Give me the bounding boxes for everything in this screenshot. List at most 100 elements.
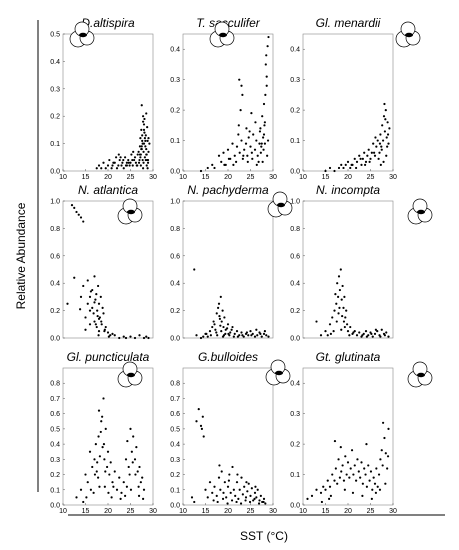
data-point	[211, 325, 214, 329]
data-point	[91, 288, 94, 292]
data-point	[324, 169, 327, 173]
data-point	[138, 334, 141, 337]
data-point	[142, 488, 146, 491]
data-point	[122, 167, 125, 170]
data-point	[124, 336, 128, 340]
data-point	[259, 494, 262, 497]
x-tick-label: 25	[247, 174, 255, 181]
data-point	[333, 309, 336, 312]
data-point	[235, 330, 239, 333]
y-tick-label: 0.3	[50, 457, 60, 464]
data-point	[140, 147, 143, 151]
data-point	[125, 164, 128, 167]
data-point	[328, 323, 332, 326]
data-point	[376, 485, 379, 488]
data-point	[223, 163, 226, 167]
data-point	[143, 137, 146, 140]
data-point	[133, 336, 137, 340]
plot-frame	[62, 367, 154, 506]
data-point	[377, 157, 380, 160]
data-point	[139, 156, 142, 159]
data-point	[145, 335, 148, 338]
data-point	[328, 166, 332, 170]
y-tick-label: 0.5	[50, 32, 60, 39]
panel-title: D.altispira	[81, 16, 135, 30]
scatter-panel: N. pachyderma 0.0 0.2 0.4 0.6 0.8 1.0	[170, 183, 293, 343]
data-point	[206, 166, 209, 170]
data-point	[101, 446, 104, 449]
data-point	[137, 485, 140, 488]
data-point	[112, 485, 115, 488]
data-point	[342, 320, 346, 323]
data-point	[216, 500, 219, 504]
x-tick-label: 10	[299, 174, 307, 181]
data-point	[253, 335, 257, 338]
data-point	[357, 470, 360, 473]
y-tick-label: 0.0	[170, 169, 180, 176]
data-point	[246, 490, 249, 493]
data-point	[333, 169, 336, 173]
data-point	[88, 323, 92, 326]
data-point	[260, 335, 263, 338]
data-point	[236, 473, 239, 476]
y-tick-label: 0.3	[290, 411, 300, 418]
data-point	[263, 142, 266, 145]
foraminifera-shell-icon	[267, 191, 293, 218]
data-point	[387, 142, 390, 145]
y-tick-label: 0.0	[50, 503, 60, 510]
data-point	[262, 136, 265, 139]
data-point	[382, 139, 385, 142]
data-point	[195, 334, 198, 337]
y-tick-label: 0.7	[50, 396, 60, 403]
data-point	[238, 334, 241, 337]
data-point	[221, 497, 225, 501]
data-point	[366, 154, 369, 157]
data-point	[343, 488, 346, 491]
data-point	[262, 332, 266, 335]
data-point	[385, 154, 388, 157]
data-point	[244, 142, 248, 145]
data-point	[340, 470, 343, 473]
data-point	[139, 164, 142, 167]
data-point	[229, 331, 232, 334]
data-point	[70, 204, 74, 207]
data-point	[324, 488, 327, 491]
data-point	[267, 335, 270, 338]
foraminifera-shell-icon	[407, 361, 433, 388]
y-tick-label: 0.2	[50, 308, 60, 315]
data-point	[199, 424, 203, 427]
data-point	[220, 320, 223, 323]
data-point	[220, 160, 223, 163]
data-point	[146, 158, 150, 162]
data-point	[95, 470, 98, 473]
foraminifera-shell-icon	[209, 21, 235, 48]
data-point	[237, 497, 240, 501]
data-point	[382, 421, 385, 424]
data-point	[378, 151, 381, 154]
data-point	[124, 458, 128, 461]
data-point	[96, 314, 99, 318]
scatter-panel: N. incompta 0.0 0.2 0.4 0.6 0.8 1.0	[290, 183, 433, 343]
data-point	[93, 275, 96, 278]
data-point	[110, 496, 113, 499]
data-point	[371, 335, 374, 338]
data-point	[373, 482, 377, 485]
data-point	[256, 334, 259, 337]
y-tick-label: 0.8	[170, 381, 180, 388]
data-point	[338, 306, 341, 309]
data-point	[97, 476, 100, 479]
data-point	[146, 161, 150, 164]
data-point	[93, 320, 96, 323]
data-point	[140, 145, 143, 148]
data-point	[142, 128, 146, 131]
data-point	[206, 496, 209, 499]
data-point	[337, 295, 340, 298]
data-point	[346, 330, 350, 333]
data-point	[134, 161, 137, 164]
data-point	[256, 488, 259, 491]
data-point	[375, 467, 378, 470]
data-point	[111, 164, 114, 167]
data-point	[88, 450, 92, 453]
y-tick-label: 0.6	[290, 253, 300, 260]
